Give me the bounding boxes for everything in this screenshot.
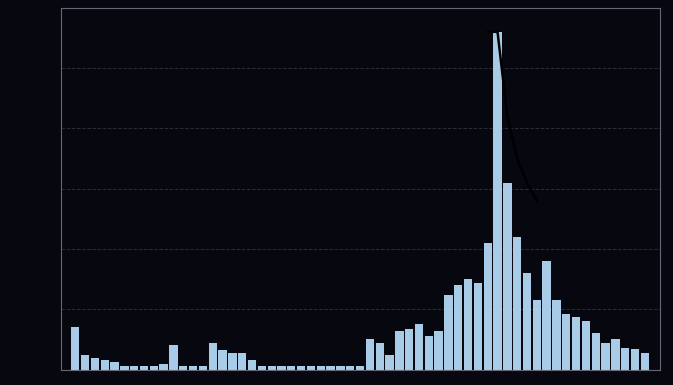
Bar [120,366,129,370]
Bar [110,362,118,370]
Bar [405,328,413,370]
Bar [267,366,276,370]
Bar [258,366,266,370]
Bar [356,366,364,370]
Bar [170,345,178,370]
Bar [513,237,522,370]
Bar [454,285,462,370]
Bar [140,366,148,370]
Bar [631,349,639,370]
Bar [503,182,511,370]
Bar [346,366,355,370]
Bar [435,331,443,370]
Bar [523,273,531,370]
Bar [425,336,433,370]
Bar [189,366,197,370]
Bar [581,321,590,370]
Bar [287,366,295,370]
Bar [336,366,345,370]
Bar [100,360,109,370]
Bar [483,243,492,370]
Bar [376,343,384,370]
Bar [209,343,217,370]
Bar [199,366,207,370]
Bar [71,327,79,370]
Bar [91,358,99,370]
Bar [464,279,472,370]
Bar [611,340,620,370]
Bar [621,348,629,370]
Bar [395,331,404,370]
Bar [542,261,551,370]
Bar [277,366,285,370]
Bar [493,32,501,370]
Bar [81,355,90,370]
Bar [297,366,306,370]
Bar [641,353,649,370]
Bar [592,333,600,370]
Bar [316,366,325,370]
Bar [562,314,571,370]
Bar [149,366,158,370]
Bar [553,300,561,370]
Bar [386,355,394,370]
Bar [219,350,227,370]
Bar [160,363,168,370]
Bar [415,324,423,370]
Bar [307,366,315,370]
Bar [326,366,334,370]
Bar [602,343,610,370]
Bar [248,360,256,370]
Bar [572,316,580,370]
Bar [444,295,453,370]
Bar [365,340,374,370]
Bar [532,300,541,370]
Bar [474,283,482,370]
Bar [179,366,188,370]
Bar [130,366,139,370]
Bar [228,353,237,370]
Bar [238,353,246,370]
